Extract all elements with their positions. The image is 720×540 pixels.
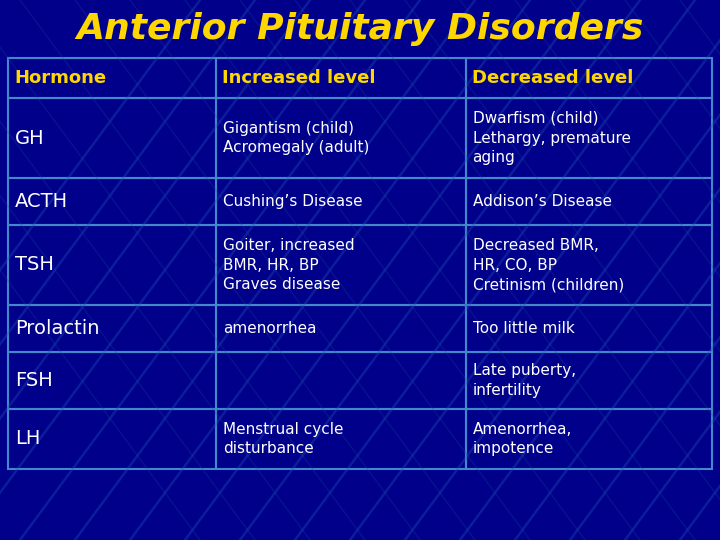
Text: ACTH: ACTH [15,192,68,211]
Text: FSH: FSH [15,371,53,390]
Bar [466,98,712,178]
Text: Prolactin: Prolactin [15,319,99,338]
Text: Amenorrhea,
impotence: Amenorrhea, impotence [472,422,572,456]
Bar [8,178,216,225]
Bar [466,352,712,409]
Bar [8,409,216,469]
Bar [216,352,466,409]
Bar [466,305,712,352]
Text: Decreased BMR,
HR, CO, BP
Cretinism (children): Decreased BMR, HR, CO, BP Cretinism (chi… [472,238,624,292]
Text: LH: LH [15,429,40,449]
Text: Too little milk: Too little milk [472,321,575,336]
Bar [216,225,466,305]
Bar [466,58,712,98]
Bar [8,352,216,409]
Text: GH: GH [15,129,45,147]
Text: Late puberty,
infertility: Late puberty, infertility [472,363,576,398]
Bar [466,178,712,225]
Text: Anterior Pituitary Disorders: Anterior Pituitary Disorders [76,12,644,46]
Bar [466,409,712,469]
Text: Menstrual cycle
disturbance: Menstrual cycle disturbance [222,422,343,456]
Bar [216,409,466,469]
Bar [8,58,216,98]
Bar [216,58,466,98]
Text: Addison’s Disease: Addison’s Disease [472,194,611,209]
Text: amenorrhea: amenorrhea [222,321,316,336]
Text: Increased level: Increased level [222,69,375,87]
Text: Dwarfism (child)
Lethargy, premature
aging: Dwarfism (child) Lethargy, premature agi… [472,111,631,165]
Text: Cushing’s Disease: Cushing’s Disease [222,194,362,209]
Bar [8,305,216,352]
Text: Hormone: Hormone [14,69,106,87]
Bar [8,98,216,178]
Bar [216,305,466,352]
Bar [466,225,712,305]
Text: Goiter, increased
BMR, HR, BP
Graves disease: Goiter, increased BMR, HR, BP Graves dis… [222,238,354,292]
Text: Decreased level: Decreased level [472,69,633,87]
Bar [216,178,466,225]
Text: Gigantism (child)
Acromegaly (adult): Gigantism (child) Acromegaly (adult) [222,120,369,156]
Bar [8,225,216,305]
Bar [216,98,466,178]
Text: TSH: TSH [15,255,54,274]
